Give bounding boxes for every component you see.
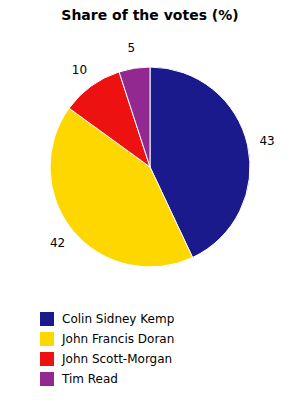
- data-labels: 43 42 10 5: [50, 41, 275, 250]
- legend-label: Tim Read: [61, 372, 118, 386]
- data-label: 10: [72, 63, 87, 77]
- title: Share of the votes (%): [61, 7, 238, 23]
- legend: Colin Sidney Kemp John Francis Doran John …: [40, 312, 174, 386]
- legend-label: John Scott-Morgan: [61, 352, 172, 366]
- legend-item: Tim Read: [40, 372, 118, 386]
- data-label: 5: [127, 41, 135, 55]
- legend-swatch: [40, 332, 54, 346]
- legend-swatch: [40, 352, 54, 366]
- slice: [119, 67, 150, 167]
- legend-label: Colin Sidney Kemp: [62, 312, 174, 326]
- data-label: 42: [50, 236, 65, 250]
- legend-item: Colin Sidney Kemp: [40, 312, 174, 326]
- legend-label: John Francis Doran: [61, 332, 174, 346]
- legend-item: John Francis Doran: [40, 332, 174, 346]
- legend-swatch: [40, 312, 54, 326]
- slices: [50, 67, 250, 267]
- data-label: 43: [259, 134, 274, 148]
- pie: 43 42 10 5: [50, 41, 275, 267]
- legend-swatch: [40, 372, 54, 386]
- chart: Share of the votes (%) 43 42 10 5 Colin Sidne…: [0, 0, 300, 400]
- legend-item: John Scott-Morgan: [40, 352, 172, 366]
